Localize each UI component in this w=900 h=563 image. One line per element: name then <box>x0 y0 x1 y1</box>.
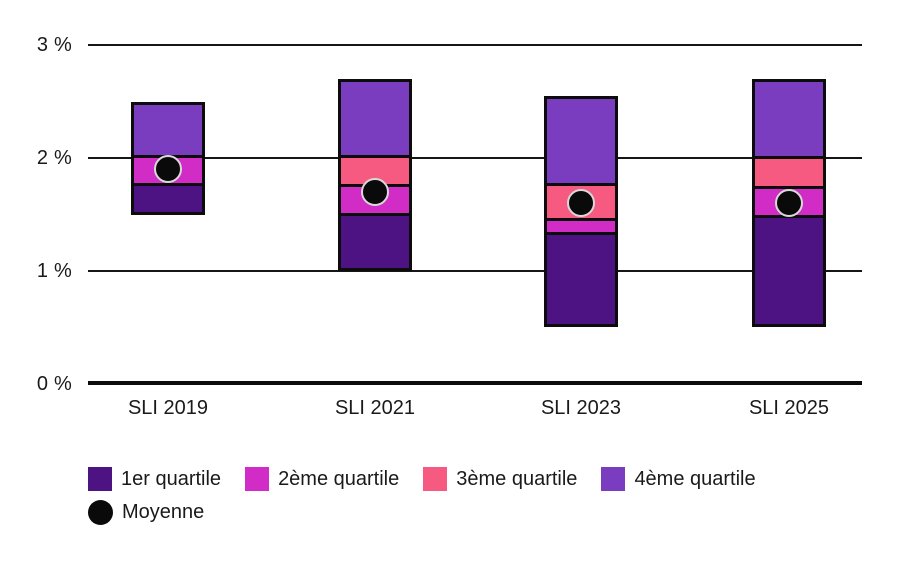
legend-item-moyenne: Moyenne <box>88 499 204 525</box>
bar-sli-2021 <box>338 78 412 271</box>
segment-4eme-quartile-sli-2019 <box>134 104 202 155</box>
y-tick-label-2pct: 2 % <box>36 147 72 169</box>
legend-swatch-3eme-quartile-icon <box>423 467 448 491</box>
mean-dot-sli-2025 <box>775 189 803 218</box>
x-axis-label-sli-2025: SLI 2025 <box>748 397 830 419</box>
segment-1er-quartile-sli-2021 <box>341 212 409 268</box>
y-tick-label-3pct: 3 % <box>36 34 72 56</box>
legend-item-3eme-quartile: 3ème quartile <box>423 466 577 492</box>
mean-dot-sli-2023 <box>567 189 595 218</box>
segment-1er-quartile-sli-2019 <box>134 183 202 212</box>
x-axis-line <box>88 381 862 385</box>
segment-3eme-quartile-sli-2025 <box>755 156 823 186</box>
legend-swatch-4eme-quartile-icon <box>601 467 626 491</box>
y-tick-label-0pct: 0 % <box>36 373 72 395</box>
gridline-3pct <box>88 44 862 46</box>
legend-swatch-moyenne-icon <box>88 499 113 525</box>
legend-swatch-1er-quartile-icon <box>88 467 112 491</box>
bar-sli-2019 <box>131 101 205 215</box>
legend-item-4eme-quartile: 4ème quartile <box>601 466 756 492</box>
gridline-2pct <box>88 157 862 159</box>
bar-sli-2025 <box>752 78 826 328</box>
segment-4eme-quartile-sli-2025 <box>755 81 823 157</box>
segment-1er-quartile-sli-2025 <box>755 215 823 325</box>
bar-sli-2023 <box>544 95 618 328</box>
segment-1er-quartile-sli-2023 <box>547 231 615 325</box>
x-axis-label-sli-2023: SLI 2023 <box>540 397 622 419</box>
legend-label-2eme-quartile: 2ème quartile <box>278 468 400 490</box>
legend-item-2eme-quartile: 2ème quartile <box>245 466 399 492</box>
legend-row-quartiles: 1er quartile 2ème quartile 3ème quartile… <box>88 466 756 492</box>
mean-dot-sli-2021 <box>361 177 389 206</box>
legend-label-4eme-quartile: 4ème quartile <box>634 468 756 490</box>
segment-4eme-quartile-sli-2021 <box>341 81 409 155</box>
mean-dot-sli-2019 <box>154 155 182 184</box>
legend-item-1er-quartile: 1er quartile <box>88 466 221 492</box>
segment-4eme-quartile-sli-2023 <box>547 98 615 184</box>
legend-label-1er-quartile: 1er quartile <box>121 468 222 490</box>
legend-label-moyenne: Moyenne <box>122 501 205 523</box>
x-axis-label-sli-2019: SLI 2019 <box>127 397 209 419</box>
legend-swatch-2eme-quartile-icon <box>245 467 270 491</box>
y-tick-label-1pct: 1 % <box>36 260 72 282</box>
legend-label-3eme-quartile: 3ème quartile <box>456 468 578 490</box>
gridline-1pct <box>88 270 862 272</box>
segment-2eme-quartile-sli-2023 <box>547 218 615 232</box>
legend-row-mean: Moyenne <box>88 499 756 525</box>
x-axis-label-sli-2021: SLI 2021 <box>334 397 416 419</box>
chart-legend: 1er quartile 2ème quartile 3ème quartile… <box>88 466 756 525</box>
